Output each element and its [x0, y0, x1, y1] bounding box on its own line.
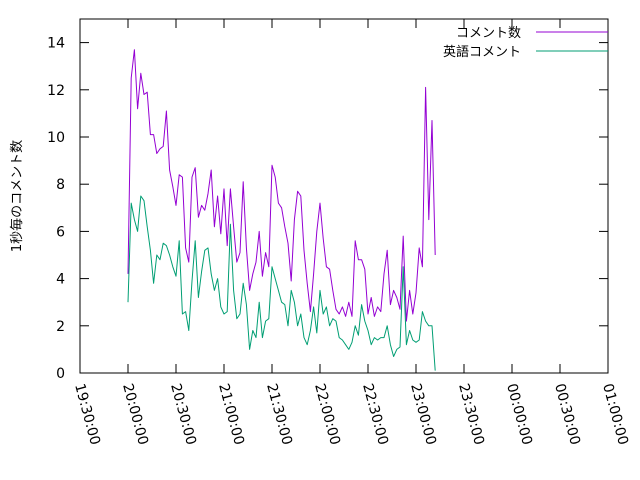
plot-frame	[79, 18, 609, 374]
x-tick-label: 20:30:00	[167, 382, 199, 447]
x-tick-label: 00:00:00	[503, 382, 535, 447]
y-tick-label: 8	[56, 177, 65, 193]
y-tick-label: 10	[47, 130, 65, 146]
x-tick-label: 21:30:00	[263, 382, 295, 447]
x-tick-label: 23:00:00	[407, 382, 439, 447]
legend-label-comment-count: コメント数	[456, 26, 521, 41]
y-tick-label: 14	[47, 36, 65, 52]
x-tick-label: 22:30:00	[359, 382, 391, 447]
series-line-comment-count	[127, 49, 436, 322]
x-tick-label: 00:30:00	[551, 382, 583, 447]
x-tick-label: 20:00:00	[119, 382, 151, 447]
x-tick-label: 21:00:00	[215, 382, 247, 447]
axis-ticks: 0 2 4 6 8 10 12 14 19:30:00 20:00:00 20:30:00 21:00…	[47, 19, 631, 447]
x-tick-label: 01:00:00	[599, 382, 631, 447]
y-tick-label: 12	[47, 83, 65, 99]
y-tick-label: 4	[56, 272, 65, 288]
legend-label-english-comments: 英語コメント	[443, 44, 521, 60]
x-tick-label: 23:30:00	[455, 382, 487, 447]
x-tick-label: 19:30:00	[71, 382, 103, 447]
y-axis-title: 1秒毎のコメント数	[9, 140, 25, 252]
y-tick-label: 6	[56, 224, 65, 240]
y-tick-label: 0	[56, 366, 65, 382]
legend: コメント数 英語コメント	[443, 26, 608, 60]
y-tick-label: 2	[56, 319, 65, 335]
x-tick-label: 22:00:00	[311, 382, 343, 447]
y-axis-label: 1秒毎のコメント数	[9, 140, 25, 252]
series-line-english-comments	[127, 195, 436, 371]
series-lines	[127, 49, 436, 371]
